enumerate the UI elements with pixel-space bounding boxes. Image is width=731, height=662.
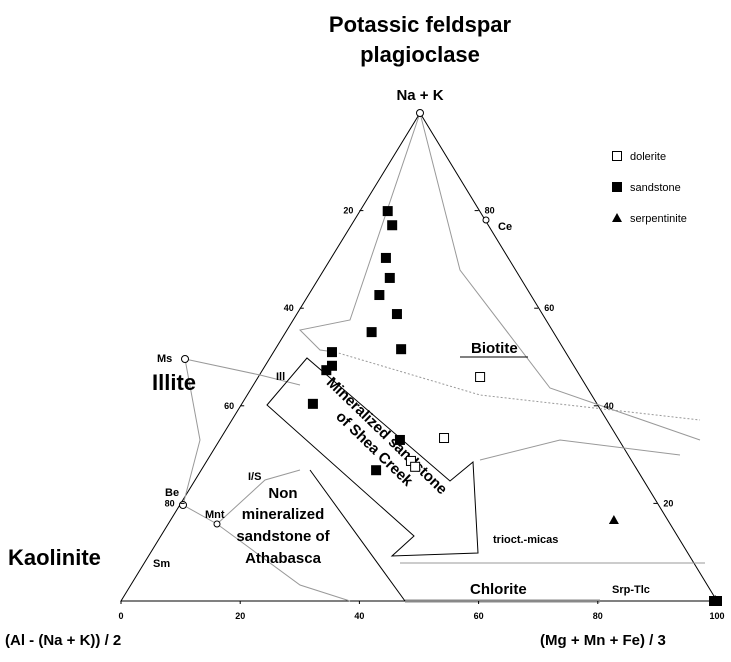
zone-label: sandstone of [236,528,330,545]
point [382,206,393,217]
point [410,461,421,472]
vertex [181,355,189,363]
left-label: (Al - (Na + K)) / 2 [5,632,121,649]
point [475,372,486,383]
frame [120,109,718,603]
bottom-tick-label: 100 [709,611,724,621]
boundary [419,112,701,441]
boundary [479,439,681,461]
title: Potassic feldspar [329,12,512,37]
field-label: Be [165,487,179,499]
point [380,252,391,263]
vertex [179,501,187,509]
legend-label: sandstone [630,182,681,194]
right-tick-label: 40 [604,401,614,411]
bottom-tick-label: 0 [118,611,123,621]
vertex [416,109,424,117]
point [391,309,402,320]
boundary [182,358,201,506]
field-label: Mnt [205,509,225,521]
zone-label: Non [268,485,297,502]
field-label: Ms [157,353,172,365]
right-tick-label: 60 [544,303,554,313]
field-label: Illite [152,370,196,395]
legend-label: serpentinite [630,213,687,225]
field-label: Biotite [471,340,518,357]
point [394,434,405,445]
boundary [334,351,701,421]
legend-symbol [612,213,622,222]
boundary [216,469,301,525]
vertex [482,216,490,224]
field-label: Chlorite [470,581,527,598]
point [326,347,337,358]
left-tick-label: 20 [343,206,353,216]
right-label: (Mg + Mn + Fe) / 3 [540,632,666,649]
left-tick-label: 40 [284,303,294,313]
bottom-tick-label: 80 [593,611,603,621]
point [374,290,385,301]
point [396,344,407,355]
bottom-tick-label: 40 [354,611,364,621]
zone-line [309,469,406,602]
point [439,433,450,444]
legend-symbol [612,182,622,192]
field-label: Srp-Tlc [612,584,650,596]
boundary [298,112,421,353]
arrow [266,357,479,557]
field-label: Ill [276,371,285,383]
point [371,465,382,476]
field-label: Kaolinite [8,545,101,570]
point [321,365,332,376]
arrow-label: Mineralized sandstone of Shea Creek [323,374,451,498]
top-label: Na + K [396,87,443,104]
field-label: Ce [498,221,512,233]
point [384,272,395,283]
title: plagioclase [360,42,480,67]
right-tick-label: 80 [485,206,495,216]
point [307,398,318,409]
zone-label: mineralized [242,506,325,523]
point [387,220,398,231]
zone-label: Athabasca [245,550,322,567]
point [608,514,619,524]
left-tick-label: 80 [165,498,175,508]
triangle [120,112,718,602]
left-tick-label: 60 [224,401,234,411]
arrow-label-line: Mineralized sandstone [323,374,451,498]
field-label: Sm [153,558,170,570]
vertex [213,520,221,528]
field-label: I/S [248,471,261,483]
field-label: trioct.-micas [493,534,558,546]
point [710,595,721,605]
right-tick-label: 20 [663,498,673,508]
legend-label: dolerite [630,151,666,163]
point [366,327,377,338]
boundary [182,504,351,602]
bottom-tick-label: 60 [474,611,484,621]
legend-symbol [612,151,622,161]
bottom-tick-label: 20 [235,611,245,621]
